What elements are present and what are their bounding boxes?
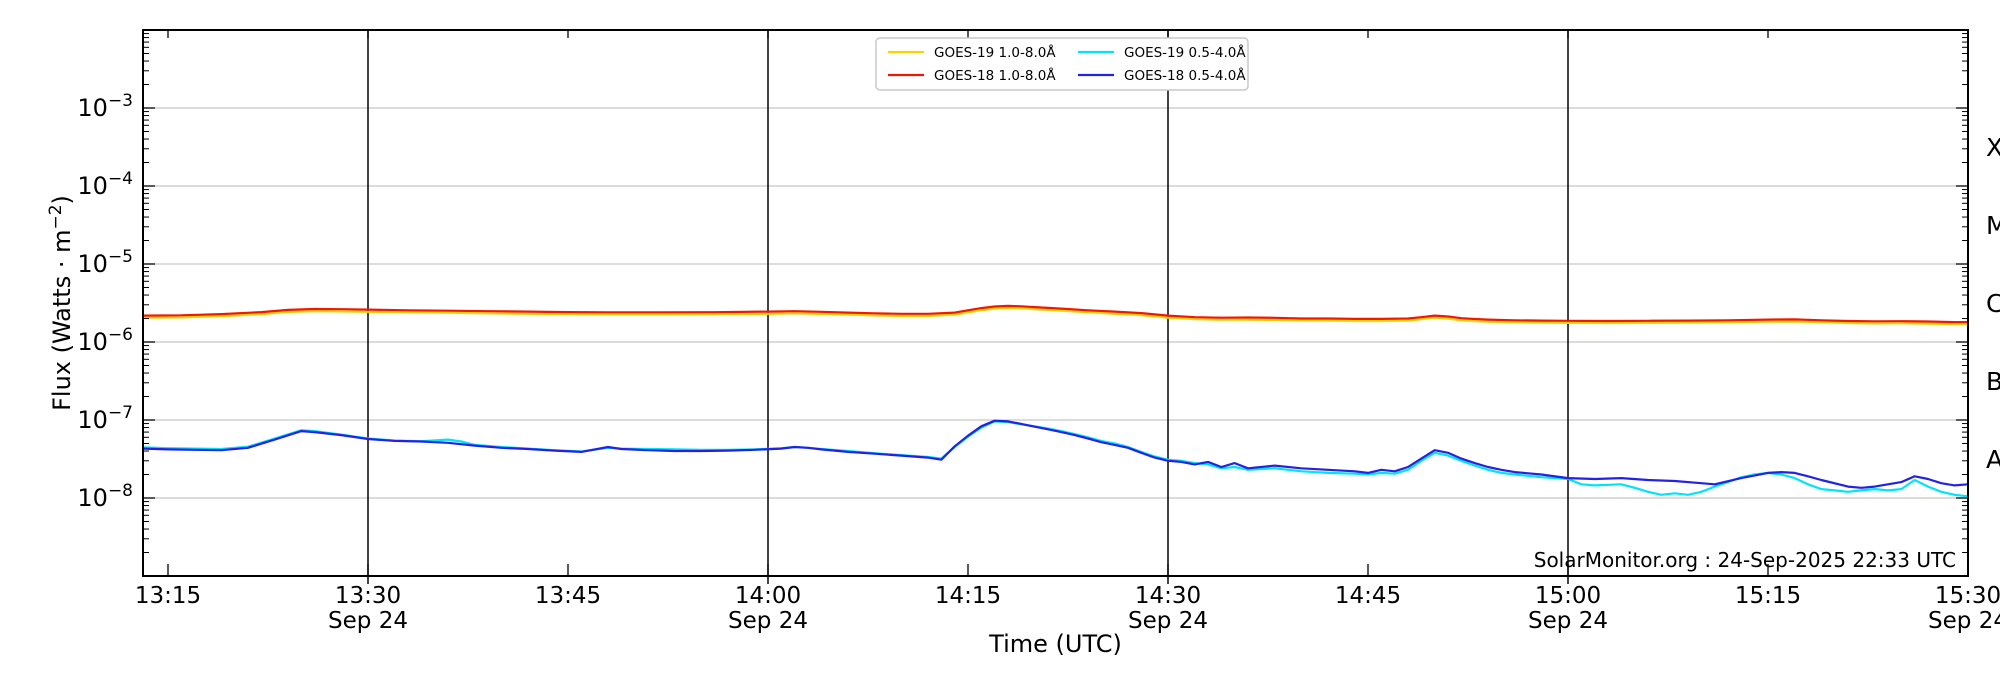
series-line [141, 420, 1970, 498]
y-tick-label: 10−6 [77, 325, 133, 356]
y-tick-label: 10−7 [77, 403, 133, 434]
y-tick-label: 10−3 [77, 91, 133, 122]
chart-canvas: 13:15 13:30 13:45 14:00 14:15 14:30 14:45 15:00… [46, 29, 2000, 658]
x-tick-label: 14:45 [1335, 583, 1401, 609]
x-date-label: Sep 24 [1528, 608, 1608, 634]
goes-class-letter: C [1986, 289, 2000, 318]
y-tick-label: 10−4 [77, 169, 133, 200]
goes-xray-flux-chart: 13:15 13:30 13:45 14:00 14:15 14:30 14:45 15:00… [40, 16, 2000, 666]
goes-class-letter: A [1986, 445, 2000, 474]
x-tick-label: 14:15 [935, 583, 1001, 609]
goes-class-letter: M [1986, 211, 2000, 240]
plot-frame [142, 29, 1969, 577]
goes-class-letter: B [1986, 367, 2000, 396]
y-tick-label: 10−8 [77, 481, 133, 512]
series-line [141, 304, 1970, 324]
series-line [141, 306, 1970, 326]
y-tick-label: 10−5 [77, 247, 133, 278]
x-tick-label: 13:45 [535, 583, 601, 609]
goes-class-letter: X [1986, 133, 2000, 162]
series-line [141, 419, 1970, 489]
x-tick-label: 13:15 [135, 583, 201, 609]
x-tick-label: 15:30 [1935, 583, 2000, 609]
legend-box [875, 37, 1249, 91]
x-date-label: Sep 24 [328, 608, 408, 634]
legend-label: GOES-19 0.5-4.0Å [1124, 44, 1246, 61]
y-axis-title: Flux (Watts · m−2) [46, 195, 76, 411]
x-tick-label: 15:15 [1735, 583, 1801, 609]
x-date-label: Sep 24 [1128, 608, 1208, 634]
x-tick-label: 14:00 [735, 583, 801, 609]
x-axis-title: Time (UTC) [988, 630, 1122, 658]
x-tick-label: 13:30 [335, 583, 401, 609]
x-tick-label: 14:30 [1135, 583, 1201, 609]
legend-label: GOES-18 1.0-8.0Å [934, 67, 1056, 84]
legend-label: GOES-19 1.0-8.0Å [934, 44, 1056, 61]
x-tick-label: 15:00 [1535, 583, 1601, 609]
x-date-label: Sep 24 [1928, 608, 2000, 634]
x-date-label: Sep 24 [728, 608, 808, 634]
credit-annotation: SolarMonitor.org : 24-Sep-2025 22:33 UTC [1534, 548, 1956, 572]
legend-label: GOES-18 0.5-4.0Å [1124, 67, 1246, 84]
